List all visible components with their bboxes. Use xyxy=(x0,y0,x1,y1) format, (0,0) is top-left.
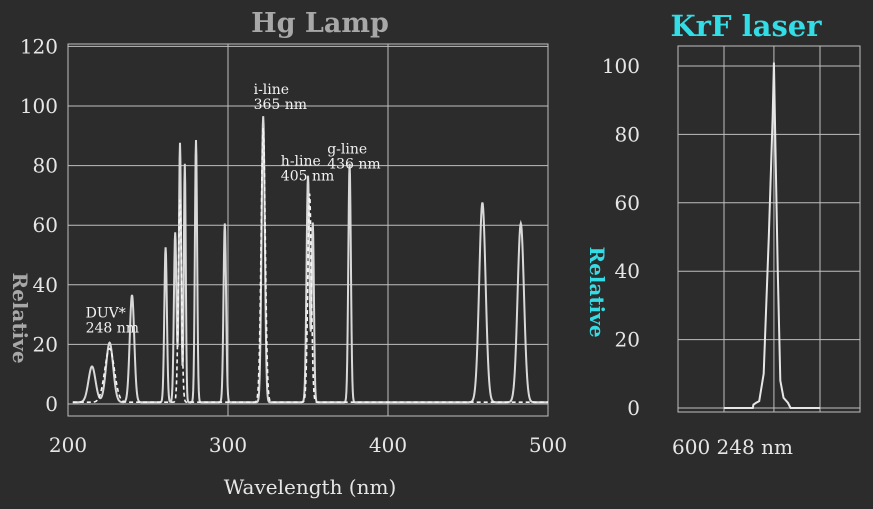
hg-annotations: i-line 365 nmh-line 405 nmg-line 436 nmDUV*… xyxy=(86,82,381,336)
hg-y-tick-label: 40 xyxy=(33,273,58,297)
krf-laser-chart: KrF laser 0 20 40 60 80 100 600 248 nm Relati… xyxy=(585,9,861,459)
hg-x-tick-label: 500 xyxy=(529,433,567,457)
hg-lamp-chart: Hg Lamp 0 20 40 60 80 100 120 200 300 400 500 Wav… xyxy=(8,8,567,499)
hg-annotation-line: DUV* xyxy=(86,306,126,322)
hg-x-ticks: 200 300 400 500 xyxy=(49,433,567,457)
krf-x-ticks: 600 248 nm xyxy=(672,435,793,459)
hg-annotation-line: g-line xyxy=(327,142,367,158)
krf-plot-frame xyxy=(677,45,861,413)
hg-annotation-line: i-line xyxy=(254,82,289,98)
hg-x-tick-label: 300 xyxy=(209,433,247,457)
hg-chart-title: Hg Lamp xyxy=(251,8,389,39)
hg-annotation: g-line 436 nm xyxy=(327,142,380,173)
hg-plot-frame xyxy=(67,43,549,417)
krf-y-tick-label: 100 xyxy=(602,54,640,78)
hg-y-tick-label: 80 xyxy=(33,154,58,178)
hg-y-tick-label: 60 xyxy=(33,213,58,237)
hg-series xyxy=(72,116,548,404)
hg-annotation: DUV* 248 nm xyxy=(86,306,139,337)
hg-y-tick-label: 100 xyxy=(20,94,58,118)
krf-series xyxy=(724,62,820,409)
krf-y-ticks: 0 20 40 60 80 100 xyxy=(602,54,640,420)
krf-y-tick-label: 40 xyxy=(615,259,640,283)
krf-y-tick-label: 0 xyxy=(627,396,640,420)
hg-annotation: h-line 405 nm xyxy=(281,154,334,185)
krf-y-tick-label: 60 xyxy=(615,191,640,215)
hg-annotation-line: 405 nm xyxy=(281,169,334,185)
hg-y-tick-label: 0 xyxy=(45,392,58,416)
krf-x-tick-label: 600 248 nm xyxy=(672,435,793,459)
hg-annotation-line: h-line xyxy=(281,154,321,170)
hg-annotation-line: 365 nm xyxy=(254,97,307,113)
hg-annotation-line: 436 nm xyxy=(327,157,380,173)
hg-y-ticks: 0 20 40 60 80 100 120 xyxy=(20,34,58,416)
hg-x-axis-label: Wavelength (nm) xyxy=(224,475,397,499)
hg-annotation-line: 248 nm xyxy=(86,321,139,337)
hg-series-line-1 xyxy=(72,127,548,404)
hg-y-tick-label: 20 xyxy=(33,332,58,356)
krf-chart-title: KrF laser xyxy=(670,9,822,43)
krf-series-line-0 xyxy=(724,62,820,409)
hg-x-tick-label: 200 xyxy=(49,433,87,457)
hg-y-tick-label: 120 xyxy=(20,34,58,58)
hg-x-tick-label: 400 xyxy=(369,433,407,457)
krf-y-axis-label: Relative xyxy=(585,246,609,337)
hg-y-axis-label: Relative xyxy=(8,272,32,363)
krf-y-tick-label: 80 xyxy=(615,122,640,146)
krf-y-tick-label: 20 xyxy=(615,328,640,352)
hg-annotation: i-line 365 nm xyxy=(254,82,307,113)
